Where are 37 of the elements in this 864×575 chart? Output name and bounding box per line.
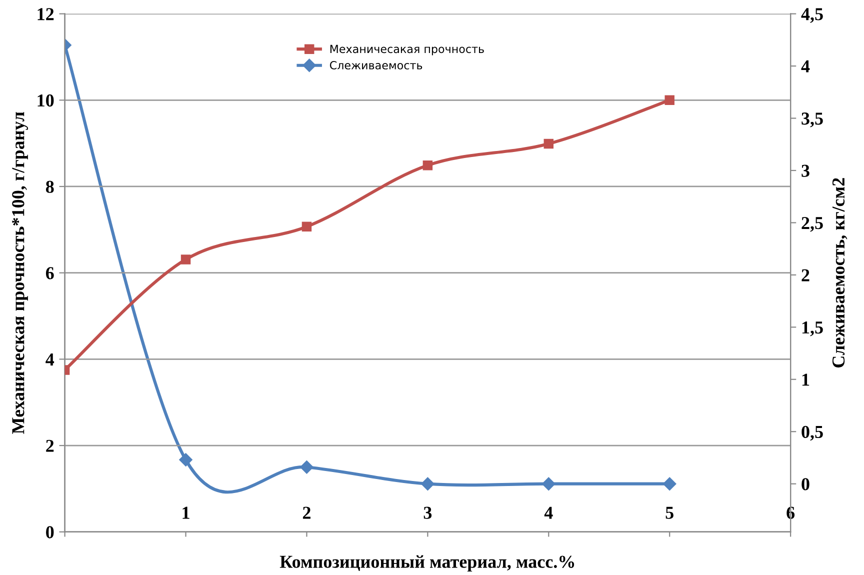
y-tick-label: 10 — [38, 94, 54, 107]
point — [542, 477, 556, 490]
point — [422, 160, 433, 170]
x-tick-label: 1 — [182, 506, 190, 519]
y-tick-label: 4 — [46, 354, 54, 366]
y-tick-label: 0 — [46, 526, 54, 538]
y-tick-label: 12 — [38, 8, 54, 20]
point — [302, 222, 312, 232]
point — [664, 95, 674, 106]
y-tick-label: 6 — [46, 267, 54, 280]
y2-tick-label: 1,5 — [802, 321, 823, 336]
x-axis-title: Композиционный материал, масс.% — [280, 555, 574, 572]
point — [421, 477, 434, 490]
legend-label: Слеживаемость — [330, 61, 422, 70]
y2-tick-label: 0,5 — [802, 426, 823, 441]
point — [179, 453, 192, 466]
legend-label: Механичесакая прочность — [330, 44, 484, 56]
point — [300, 460, 314, 474]
x-tick-label: 3 — [424, 506, 432, 519]
y2-axis-title: Слеживаемость, кг/см2 — [832, 178, 848, 368]
y2-tick-label: 4 — [801, 60, 810, 72]
y2-tick-label: 3,5 — [802, 112, 823, 128]
y2-tick-label: 2 — [802, 269, 810, 282]
y2-tick-label: 2,5 — [802, 217, 823, 232]
y2-tick-label: 4,5 — [801, 8, 823, 23]
x-tick-label: 5 — [666, 506, 674, 519]
x-tick-label: 4 — [544, 506, 553, 519]
y-tick-label: 8 — [46, 180, 54, 193]
point — [663, 477, 676, 490]
point — [180, 254, 191, 264]
y-tick-label: 2 — [46, 440, 54, 452]
y2-tick-label: 3 — [802, 164, 810, 177]
x-tick-label: 2 — [302, 506, 310, 519]
y2-tick-label: 1 — [802, 374, 810, 386]
y-axis-title: Механическая прочность*100, г/гранул — [12, 112, 28, 434]
y2-tick-label: 0 — [802, 478, 810, 490]
point — [544, 138, 554, 149]
